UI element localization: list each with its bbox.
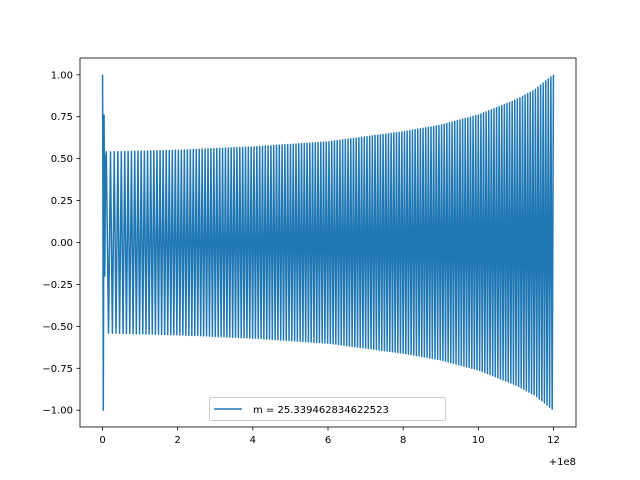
x-offset-label: +1e8 — [549, 457, 576, 468]
x-tick-label: 0 — [99, 435, 105, 446]
x-tick-label: 10 — [472, 435, 485, 446]
x-tick-label: 2 — [175, 435, 181, 446]
legend-box — [209, 397, 446, 421]
x-tick-label: 6 — [325, 435, 331, 446]
x-tick-label: 12 — [547, 435, 560, 446]
y-tick-label: −0.25 — [42, 280, 73, 291]
axes: 0 2 4 6 8 10 12 −1.00 −0.75 −0.50 −0.25 0.00 0.25 0.5… — [42, 57, 577, 446]
y-tick-label: 0.50 — [51, 154, 73, 165]
y-tick-label: −0.75 — [42, 364, 73, 375]
series-line — [101, 74, 555, 411]
x-tick-label: 4 — [250, 435, 256, 446]
y-tick-label: 0.75 — [51, 112, 73, 123]
x-tick-label: 8 — [400, 435, 406, 446]
legend: m = 25.339462834622523 — [209, 397, 446, 421]
y-tick-label: 0.00 — [51, 238, 73, 249]
plot-area — [101, 74, 555, 411]
y-tick-label: −0.50 — [42, 322, 73, 333]
legend-entry-label: m = 25.339462834622523 — [253, 405, 389, 416]
y-tick-label: 0.25 — [51, 196, 73, 207]
y-tick-label: 1.00 — [51, 70, 73, 81]
y-tick-label: −1.00 — [42, 406, 73, 417]
